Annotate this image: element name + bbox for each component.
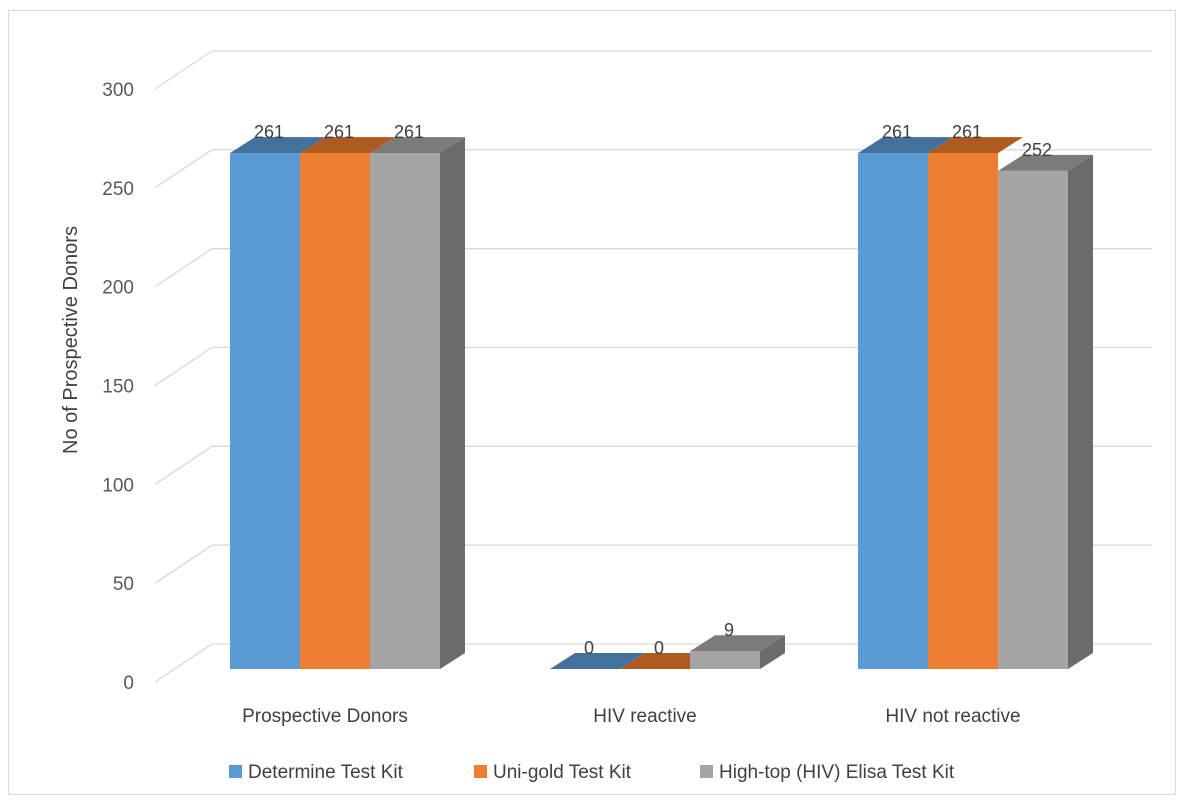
bar-top xyxy=(858,137,953,154)
data-label: 261 xyxy=(952,122,982,142)
bar-front xyxy=(370,153,440,670)
gridline xyxy=(154,445,1152,485)
legend-swatch xyxy=(474,765,487,778)
bar-top xyxy=(300,137,395,154)
bar-side xyxy=(1068,154,1093,669)
bar-front xyxy=(230,153,300,670)
bar-top xyxy=(550,653,645,669)
bar-side xyxy=(440,137,465,670)
gridline xyxy=(154,544,1152,584)
legend-swatch xyxy=(700,765,713,778)
gridline xyxy=(154,643,1152,683)
gridlines xyxy=(154,50,1152,683)
data-label: 261 xyxy=(324,122,354,142)
data-label: 0 xyxy=(584,638,594,658)
bar-front xyxy=(300,153,370,670)
y-axis-title: No of Prospective Donors xyxy=(60,226,82,454)
y-tick-label: 200 xyxy=(102,278,134,299)
y-tick-label: 250 xyxy=(102,179,134,200)
bar-front xyxy=(690,651,760,669)
bar-front xyxy=(998,170,1068,669)
x-category-label: HIV reactive xyxy=(593,706,696,727)
y-tick-label: 50 xyxy=(113,574,134,595)
bar-top xyxy=(370,137,465,154)
y-tick-label: 0 xyxy=(123,673,134,694)
y-tick-label: 300 xyxy=(102,80,134,101)
bar-side xyxy=(760,635,785,669)
bar-top xyxy=(230,137,325,154)
gridline xyxy=(154,149,1152,189)
y-tick-label: 150 xyxy=(102,377,134,398)
gridline xyxy=(154,248,1152,288)
gridline xyxy=(154,346,1152,387)
x-category-label: Prospective Donors xyxy=(242,706,408,727)
gridline xyxy=(154,50,1152,90)
bar-front xyxy=(858,153,928,670)
bar-front xyxy=(928,153,998,670)
data-labels: 261 261 261 0 0 9 261 261 252 xyxy=(254,122,1052,658)
legend-label: High-top (HIV) Elisa Test Kit xyxy=(719,762,955,783)
bars xyxy=(230,137,1093,670)
bar-top xyxy=(690,635,785,652)
bar-top xyxy=(998,154,1093,171)
data-label: 261 xyxy=(882,122,912,142)
data-label: 261 xyxy=(394,122,424,142)
bar-top xyxy=(928,137,1023,154)
y-axis-ticks: 0 50 100 150 200 250 300 xyxy=(102,80,134,694)
y-tick-label: 100 xyxy=(102,475,134,496)
data-label: 0 xyxy=(654,638,664,658)
data-label: 252 xyxy=(1022,140,1052,160)
legend-swatch xyxy=(229,765,242,778)
data-label: 9 xyxy=(724,620,734,640)
data-label: 261 xyxy=(254,122,284,142)
legend: Determine Test Kit Uni-gold Test Kit High-… xyxy=(229,762,955,783)
legend-label: Determine Test Kit xyxy=(248,762,404,783)
legend-label: Uni-gold Test Kit xyxy=(493,762,632,783)
x-axis-categories: Prospective Donors HIV reactive HIV not re… xyxy=(242,706,1020,727)
x-category-label: HIV not reactive xyxy=(885,706,1020,727)
